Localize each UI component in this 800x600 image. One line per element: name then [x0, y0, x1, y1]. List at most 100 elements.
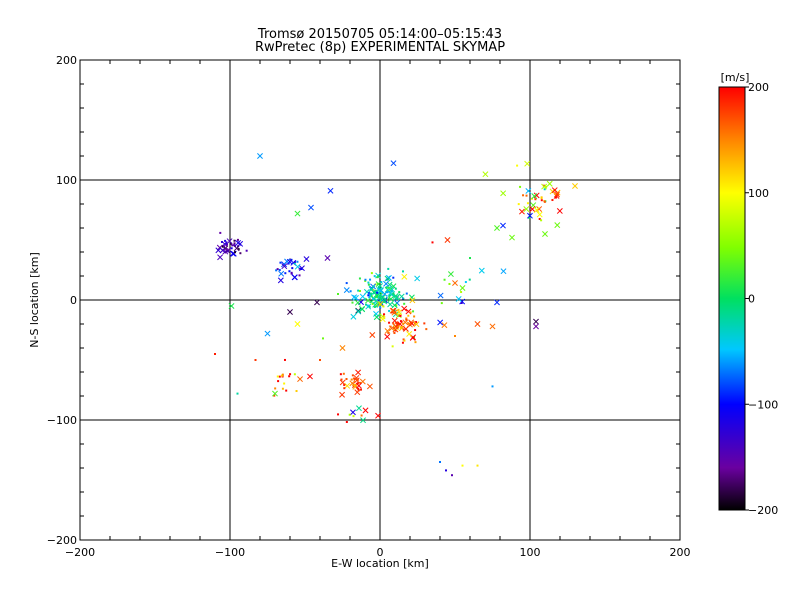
- data-point-dot: [414, 329, 417, 332]
- data-point-cross: [509, 234, 515, 241]
- x-tick-label: 200: [670, 546, 691, 559]
- data-point-dot: [388, 321, 391, 324]
- data-point-dot: [298, 274, 301, 277]
- data-point-cross: [381, 291, 388, 298]
- data-point-dot: [460, 291, 463, 294]
- data-point-dot: [283, 382, 286, 385]
- data-point-cross: [500, 190, 507, 197]
- data-point-dot: [372, 285, 375, 288]
- data-point-dot: [387, 267, 390, 270]
- data-point-dot: [401, 322, 404, 325]
- data-point-cross: [383, 280, 390, 287]
- data-point-dot: [451, 474, 453, 477]
- data-point-cross: [392, 326, 399, 333]
- data-point-dot: [372, 297, 375, 300]
- data-point-cross: [384, 333, 391, 340]
- y-tick-label: 200: [56, 54, 77, 67]
- data-point-dot: [382, 313, 385, 316]
- data-point-dot: [236, 238, 239, 241]
- data-point-dot: [413, 336, 416, 339]
- data-point-dot: [245, 249, 248, 252]
- data-point-dot: [415, 321, 418, 324]
- colorbar-tick-label: 100: [748, 187, 769, 200]
- data-point-cross: [264, 330, 271, 337]
- data-point-dot: [364, 278, 367, 281]
- data-point-cross: [402, 325, 409, 332]
- data-point-dot: [236, 392, 239, 395]
- data-point-dot: [274, 387, 277, 390]
- data-point-dot: [351, 374, 354, 377]
- data-point-dot: [363, 298, 366, 301]
- data-point-dot: [230, 242, 233, 245]
- data-point-cross: [281, 263, 288, 270]
- data-point-dot: [366, 304, 369, 307]
- data-point-dot: [370, 300, 373, 303]
- data-point-dot: [358, 277, 361, 280]
- data-point-dot: [469, 257, 471, 259]
- data-point-cross: [303, 256, 310, 263]
- data-point-dot: [275, 269, 278, 272]
- data-point-dot: [391, 345, 394, 348]
- x-tick-label: 100: [520, 546, 541, 559]
- data-point-dot: [349, 290, 352, 293]
- data-point-cross: [414, 275, 421, 282]
- data-point-dot: [402, 328, 405, 331]
- data-point-dot: [376, 296, 379, 299]
- data-point-dot: [540, 197, 543, 200]
- data-point-dot: [353, 383, 356, 386]
- data-point-cross: [409, 297, 416, 304]
- data-point-cross: [572, 183, 578, 189]
- data-point-dot: [476, 464, 479, 467]
- data-point-cross: [459, 298, 466, 305]
- data-point-dot: [339, 373, 342, 376]
- data-point-dot: [293, 262, 296, 265]
- data-point-dot: [370, 272, 373, 275]
- y-tick-label: 100: [56, 174, 77, 187]
- data-point-dot: [534, 198, 537, 201]
- data-point-cross: [437, 292, 444, 299]
- data-point-dot: [352, 415, 355, 418]
- data-point-dot: [405, 318, 408, 321]
- data-point-dot: [233, 244, 236, 247]
- data-point-dot: [337, 413, 340, 416]
- data-point-cross: [327, 187, 334, 194]
- data-point-dot: [392, 292, 395, 295]
- data-point-dot: [337, 293, 339, 295]
- data-point-cross: [390, 160, 397, 167]
- data-point-dot: [225, 248, 228, 251]
- data-point-dot: [395, 297, 398, 300]
- data-point-dot: [296, 260, 299, 263]
- data-point-dot: [376, 282, 379, 285]
- data-point-cross: [478, 267, 485, 274]
- colorbar-ticks: 200 100 0 −100 −200: [745, 81, 778, 517]
- data-point-dot: [281, 387, 284, 390]
- data-point-cross: [362, 407, 369, 414]
- data-point-cross: [554, 191, 560, 198]
- data-point-dot: [413, 315, 416, 318]
- data-point-dot: [448, 282, 451, 285]
- data-point-dot: [545, 185, 548, 188]
- data-point-cross: [390, 283, 397, 290]
- data-point-dot: [278, 268, 281, 271]
- colorbar: [718, 86, 746, 511]
- data-point-dot: [340, 378, 343, 381]
- data-point-dot: [401, 341, 404, 344]
- data-point-cross: [393, 294, 400, 301]
- data-point-cross: [375, 412, 382, 419]
- data-point-dot: [357, 387, 360, 390]
- data-point-dot: [290, 271, 293, 274]
- data-point-cross: [375, 272, 382, 279]
- data-point-dot: [345, 378, 348, 381]
- data-point-cross: [402, 319, 409, 326]
- data-point-dot: [239, 252, 242, 255]
- data-point-dot: [400, 326, 403, 329]
- data-point-dot: [352, 377, 355, 380]
- data-point-dot: [551, 199, 554, 202]
- data-point-cross: [278, 270, 285, 277]
- data-point-dot: [395, 304, 398, 307]
- data-point-cross: [355, 308, 362, 315]
- data-point-dot: [387, 278, 390, 281]
- data-point-dot: [371, 302, 374, 305]
- data-point-dot: [387, 297, 390, 300]
- x-axis-label: E-W location [km]: [331, 557, 429, 570]
